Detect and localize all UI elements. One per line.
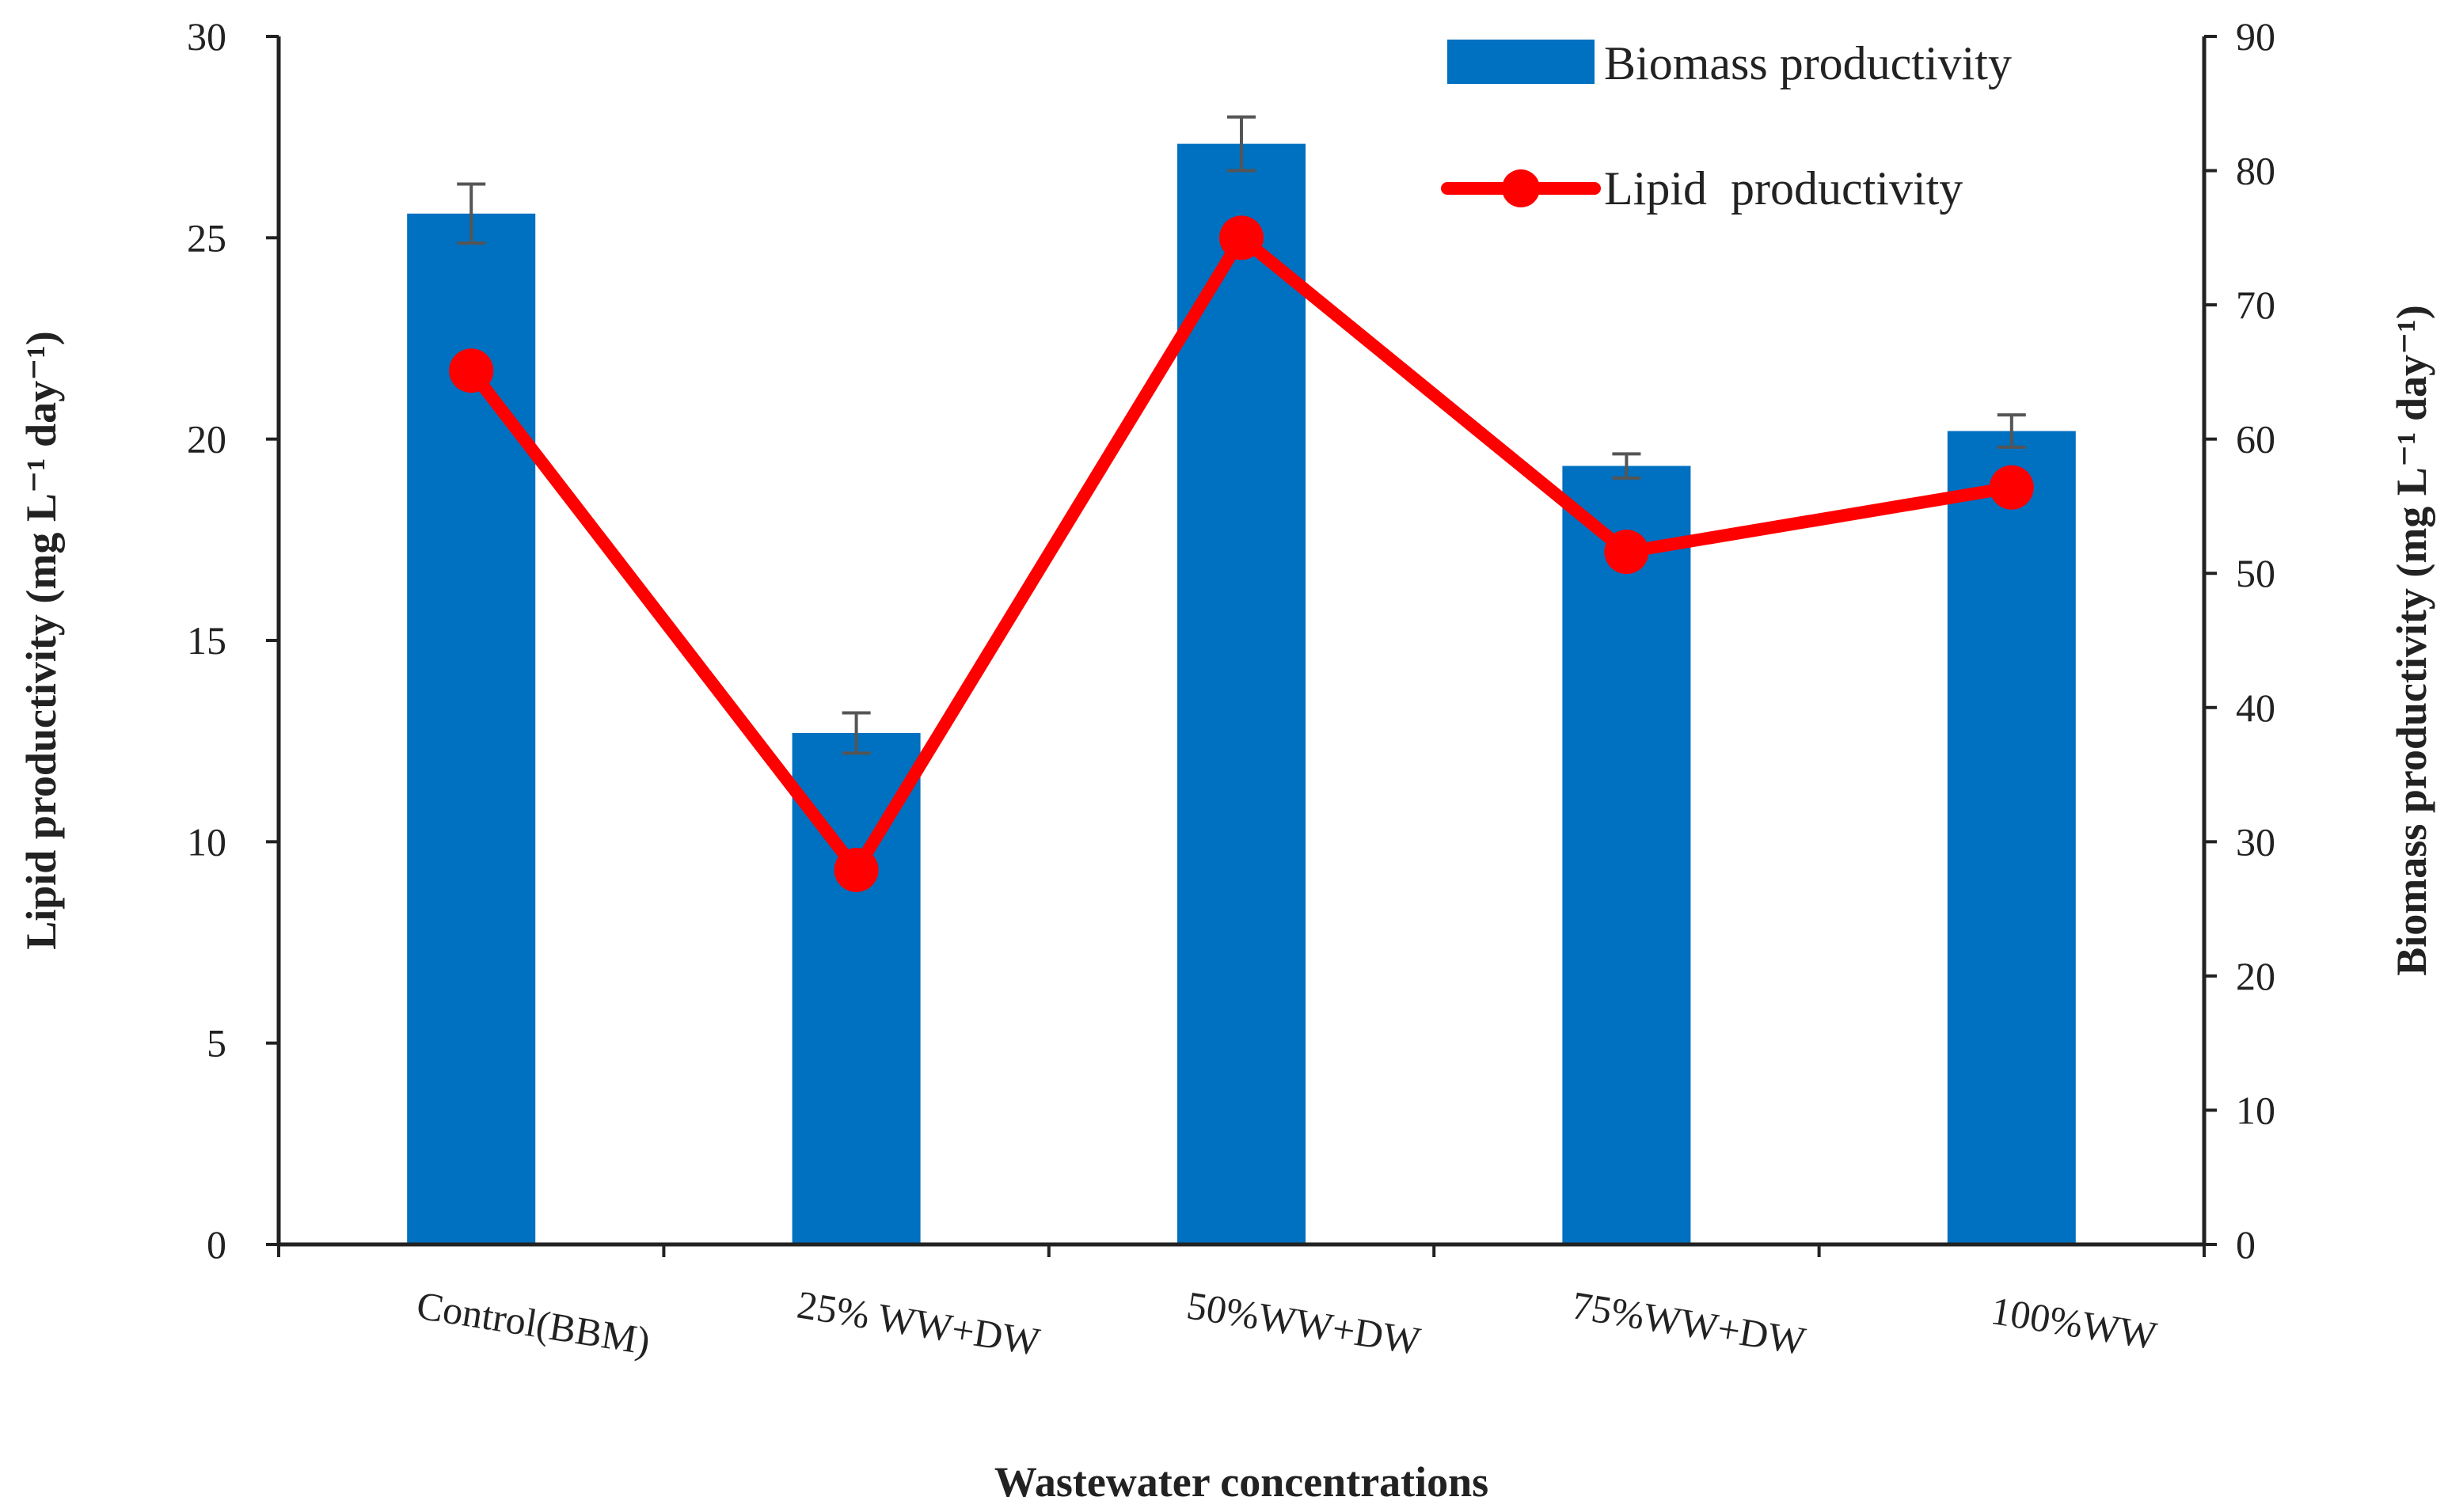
- right-y-ticks: 0 10 20 30 40 50 60 70 80 90: [2204, 14, 2275, 1267]
- right-y-axis-title: Biomass productivity (mg L⁻¹ day⁻¹): [2388, 305, 2435, 975]
- biomass-bar: [1947, 431, 2076, 1244]
- lipid-point: [1989, 465, 2034, 510]
- biomass-error-bars: [457, 115, 2026, 755]
- category-label: Control(BBM): [414, 1282, 653, 1363]
- left-tick-label: 0: [207, 1222, 226, 1267]
- left-tick-label: 5: [207, 1021, 226, 1066]
- x-axis-title: Wastewater concentrations: [994, 1458, 1488, 1506]
- left-tick-label: 25: [187, 215, 226, 260]
- left-tick-label: 30: [187, 14, 226, 59]
- right-tick-label: 50: [2236, 551, 2275, 595]
- right-tick-label: 70: [2236, 283, 2275, 327]
- right-tick-label: 90: [2236, 14, 2275, 59]
- lipid-point: [449, 348, 494, 393]
- biomass-bars: [407, 143, 2076, 1245]
- biomass-bar: [1562, 465, 1691, 1244]
- legend: Biomass productivity Lipid productivity: [1441, 37, 2012, 215]
- legend-lipid-marker: [1502, 169, 1540, 207]
- left-y-axis-title: Lipid productivity (mg L⁻¹ day⁻¹): [17, 331, 65, 950]
- legend-lipid-label: Lipid productivity: [1604, 162, 1963, 215]
- lipid-point: [834, 847, 879, 892]
- category-labels: Control(BBM) 25% WW+DW 50%WW+DW 75%WW+DW 100…: [414, 1282, 2161, 1364]
- right-tick-label: 30: [2236, 819, 2275, 864]
- right-tick-label: 0: [2236, 1222, 2256, 1267]
- category-label: 50%WW+DW: [1184, 1282, 1424, 1363]
- lipid-line-series: [449, 215, 2034, 892]
- right-tick-label: 80: [2236, 149, 2275, 193]
- lipid-point: [1604, 530, 1649, 575]
- legend-biomass-label: Biomass productivity: [1604, 37, 2012, 89]
- left-tick-label: 10: [187, 819, 226, 864]
- category-label: 100%WW: [1988, 1288, 2161, 1358]
- legend-biomass-swatch: [1447, 40, 1595, 84]
- right-tick-label: 10: [2236, 1088, 2275, 1132]
- right-tick-label: 20: [2236, 954, 2275, 998]
- right-tick-label: 40: [2236, 686, 2275, 730]
- left-y-ticks: 0 5 10 15 20 25 30: [187, 14, 279, 1267]
- x-ticks: [277, 1244, 2206, 1257]
- category-label: 25% WW+DW: [794, 1282, 1043, 1364]
- biomass-bar: [1177, 143, 1306, 1245]
- left-tick-label: 15: [187, 618, 226, 663]
- right-tick-label: 60: [2236, 417, 2275, 462]
- left-tick-label: 20: [187, 417, 226, 462]
- lipid-point: [1219, 215, 1264, 260]
- category-label: 75%WW+DW: [1569, 1282, 1809, 1363]
